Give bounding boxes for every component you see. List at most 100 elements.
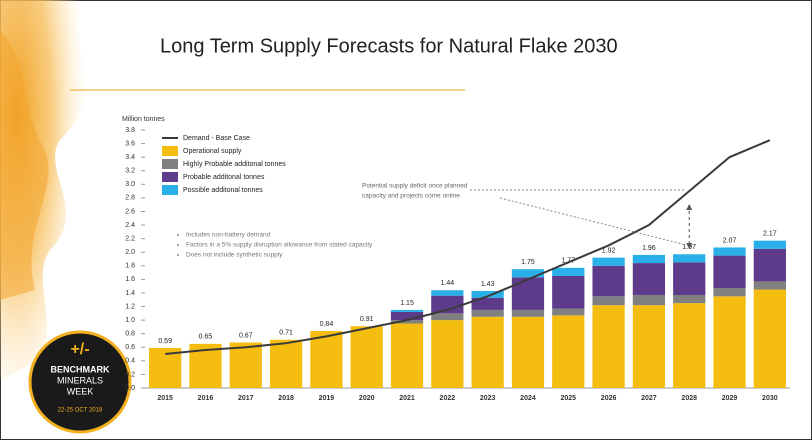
legend-swatch [162,172,178,182]
x-tick-label: 2030 [762,395,778,402]
x-tick-label: 2017 [238,395,254,402]
bar-segment [673,303,706,388]
logo-text: WEEK [67,386,94,396]
note-bullet [177,244,179,246]
bar-segment [471,290,504,298]
value-label: 0.59 [158,338,172,345]
value-label: 0.65 [199,334,213,341]
x-tick-label: 2025 [560,395,576,402]
bar-segment [149,347,182,388]
note: Includes non-battery demand [186,232,271,239]
bar-segment [552,315,585,388]
y-tick-label: 1.2 [125,303,135,310]
bar-segment [552,267,585,276]
bar-segment [471,297,504,310]
logo-text: BENCHMARK [51,364,110,374]
x-tick-label: 2020 [359,395,375,402]
x-tick-label: 2019 [319,395,335,402]
value-label: 1.43 [481,281,495,288]
x-tick-label: 2028 [681,395,697,402]
logo-badge [28,330,132,434]
logo-symbol: +/- [70,341,89,358]
bar-segment [390,311,424,321]
value-label: 0.84 [320,321,334,328]
bar-segment [511,277,545,310]
bar-segment [552,308,585,316]
value-label: 1.77 [561,258,575,265]
y-tick-label: 2.4 [125,222,135,229]
x-tick-label: 2021 [399,395,415,402]
y-tick-label: 0.4 [125,358,135,365]
annotation: Potential supply deficit once planned [362,183,468,190]
legend-label: Probable additonal tonnes [183,174,265,181]
bar-segment [673,262,706,295]
legend-label: Highly Probable additonal tonnes [183,161,286,168]
y-tick-label: 0.2 [125,371,135,378]
note: Factors in a 5% supply disruption allowa… [186,242,373,249]
x-tick-label: 2022 [440,395,456,402]
value-label: 1.15 [400,300,414,307]
value-label: 1.75 [521,259,535,266]
x-tick-label: 2016 [198,395,214,402]
bar-segment [753,289,786,388]
bar-segment [632,254,666,264]
bar-segment [350,326,383,388]
x-tick-label: 2024 [520,395,536,402]
bar-segment [390,320,424,324]
x-tick-label: 2026 [601,395,617,402]
x-tick-label: 2029 [722,395,738,402]
bar-segment [753,281,786,290]
y-tick-label: 1.0 [125,317,135,324]
bar-segment [431,313,464,321]
value-label: 0.71 [279,330,293,337]
decor-splash [0,30,49,300]
bar-segment [753,240,786,249]
y-tick-label: 2.6 [125,208,135,215]
bar-segment [471,316,504,388]
value-label: 1.92 [602,247,616,254]
bar-segment [431,290,464,296]
bar-segment [471,309,504,317]
x-tick-label: 2015 [157,395,173,402]
value-label: 2.07 [723,237,737,244]
y-tick-label: 1.6 [125,276,135,283]
bar-segment [753,248,786,282]
x-tick-label: 2023 [480,395,496,402]
y-tick-label: 3.2 [125,168,135,175]
y-tick-label: 1.8 [125,263,135,270]
legend-label: Demand - Base Case [183,135,250,142]
bar-segment [390,323,424,388]
y-tick-label: 0.6 [125,344,135,351]
legend-swatch [162,159,178,169]
bar-segment [632,305,666,388]
value-label: 1.96 [642,245,656,252]
bar-segment [713,296,746,388]
value-label: 0.67 [239,332,253,339]
bar-segment [713,288,746,297]
bar-segment [673,254,706,263]
bar-segment [713,255,746,289]
bar-segment [310,330,343,388]
logo: +/- BENCHMARK MINERALS WEEK 22-25 OCT 20… [28,330,132,434]
bar-segment [269,339,303,388]
value-label: 2.17 [763,231,777,238]
bar-segment [552,275,585,309]
y-tick-label: 3.6 [125,140,135,147]
value-label: 0.91 [360,316,374,323]
bar-segment [592,257,625,266]
legend-label: Operational supply [183,148,242,155]
bar-segment [632,294,666,306]
demand-line [165,139,771,356]
y-tick-label: 3.4 [125,154,135,161]
y-tick-label: 2.8 [125,195,135,202]
y-tick-label: 2.2 [125,235,135,242]
note-bullet [177,234,179,236]
annotation: capacity and projects come online [362,193,460,200]
y-tick-label: 3.8 [125,127,135,134]
bar-segment [592,305,625,388]
annotation-leader [499,197,687,246]
legend-swatch [162,185,178,195]
legend-swatch [162,146,178,156]
bar-segment [431,320,464,388]
